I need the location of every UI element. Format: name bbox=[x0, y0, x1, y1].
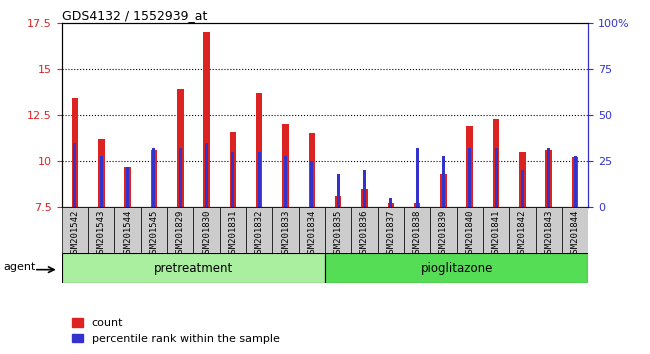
Text: GSM201835: GSM201835 bbox=[333, 210, 343, 258]
Bar bbox=[272, 207, 299, 253]
Bar bbox=[152, 148, 155, 207]
Bar bbox=[363, 170, 366, 207]
Bar bbox=[483, 207, 510, 253]
Text: GSM201840: GSM201840 bbox=[465, 210, 474, 258]
Bar bbox=[177, 89, 183, 207]
Text: GSM201543: GSM201543 bbox=[97, 210, 106, 258]
Bar bbox=[519, 152, 526, 207]
Bar bbox=[325, 207, 351, 253]
Bar bbox=[510, 207, 536, 253]
Bar bbox=[572, 158, 578, 207]
Bar bbox=[536, 207, 562, 253]
Bar bbox=[126, 167, 129, 207]
Bar bbox=[337, 174, 340, 207]
Text: GSM201832: GSM201832 bbox=[255, 210, 264, 258]
Text: GDS4132 / 1552939_at: GDS4132 / 1552939_at bbox=[62, 9, 207, 22]
Bar bbox=[545, 150, 552, 207]
Bar bbox=[493, 119, 499, 207]
Bar bbox=[335, 196, 341, 207]
Text: GSM201544: GSM201544 bbox=[123, 210, 132, 258]
Text: GSM201836: GSM201836 bbox=[360, 210, 369, 258]
Legend: count, percentile rank within the sample: count, percentile rank within the sample bbox=[68, 314, 284, 348]
Bar bbox=[468, 148, 471, 207]
Text: pretreatment: pretreatment bbox=[154, 262, 233, 275]
Bar bbox=[415, 148, 419, 207]
Bar bbox=[88, 207, 114, 253]
Bar bbox=[246, 207, 272, 253]
Text: GSM201837: GSM201837 bbox=[386, 210, 395, 258]
Text: GSM201838: GSM201838 bbox=[413, 210, 422, 258]
Bar bbox=[229, 132, 236, 207]
Text: GSM201829: GSM201829 bbox=[176, 210, 185, 258]
Bar bbox=[521, 170, 524, 207]
Bar bbox=[256, 93, 263, 207]
Bar bbox=[73, 143, 77, 207]
Text: GSM201545: GSM201545 bbox=[150, 210, 159, 258]
Bar bbox=[414, 204, 421, 207]
Bar bbox=[404, 207, 430, 253]
Bar bbox=[62, 253, 325, 283]
Text: GSM201842: GSM201842 bbox=[518, 210, 527, 258]
Bar bbox=[352, 207, 378, 253]
Bar bbox=[309, 133, 315, 207]
Bar bbox=[389, 198, 393, 207]
Bar bbox=[282, 124, 289, 207]
Bar bbox=[179, 148, 182, 207]
Bar bbox=[547, 148, 551, 207]
Bar bbox=[442, 155, 445, 207]
Bar bbox=[257, 152, 261, 207]
Bar bbox=[62, 207, 88, 253]
Bar bbox=[361, 189, 368, 207]
Text: GSM201841: GSM201841 bbox=[491, 210, 500, 258]
Bar bbox=[299, 207, 325, 253]
Bar bbox=[440, 174, 447, 207]
Bar bbox=[151, 150, 157, 207]
Bar bbox=[203, 32, 210, 207]
Text: agent: agent bbox=[3, 262, 36, 272]
Bar bbox=[573, 155, 577, 207]
Bar bbox=[456, 207, 483, 253]
Text: GSM201542: GSM201542 bbox=[70, 210, 79, 258]
Bar bbox=[124, 167, 131, 207]
Bar bbox=[378, 207, 404, 253]
Text: GSM201834: GSM201834 bbox=[307, 210, 317, 258]
Bar bbox=[194, 207, 220, 253]
Bar bbox=[325, 253, 588, 283]
Bar bbox=[495, 148, 498, 207]
Bar bbox=[310, 161, 313, 207]
Bar bbox=[220, 207, 246, 253]
Bar bbox=[72, 98, 78, 207]
Text: GSM201831: GSM201831 bbox=[228, 210, 237, 258]
Text: GSM201843: GSM201843 bbox=[544, 210, 553, 258]
Text: GSM201830: GSM201830 bbox=[202, 210, 211, 258]
Bar bbox=[140, 207, 167, 253]
Bar bbox=[430, 207, 457, 253]
Bar bbox=[284, 155, 287, 207]
Bar bbox=[387, 204, 394, 207]
Text: GSM201833: GSM201833 bbox=[281, 210, 290, 258]
Text: GSM201839: GSM201839 bbox=[439, 210, 448, 258]
Text: GSM201844: GSM201844 bbox=[571, 210, 580, 258]
Bar bbox=[562, 207, 588, 253]
Bar bbox=[114, 207, 141, 253]
Bar bbox=[99, 155, 103, 207]
Bar bbox=[231, 152, 235, 207]
Bar bbox=[167, 207, 194, 253]
Text: pioglitazone: pioglitazone bbox=[421, 262, 493, 275]
Bar bbox=[467, 126, 473, 207]
Bar bbox=[205, 143, 208, 207]
Bar bbox=[98, 139, 105, 207]
